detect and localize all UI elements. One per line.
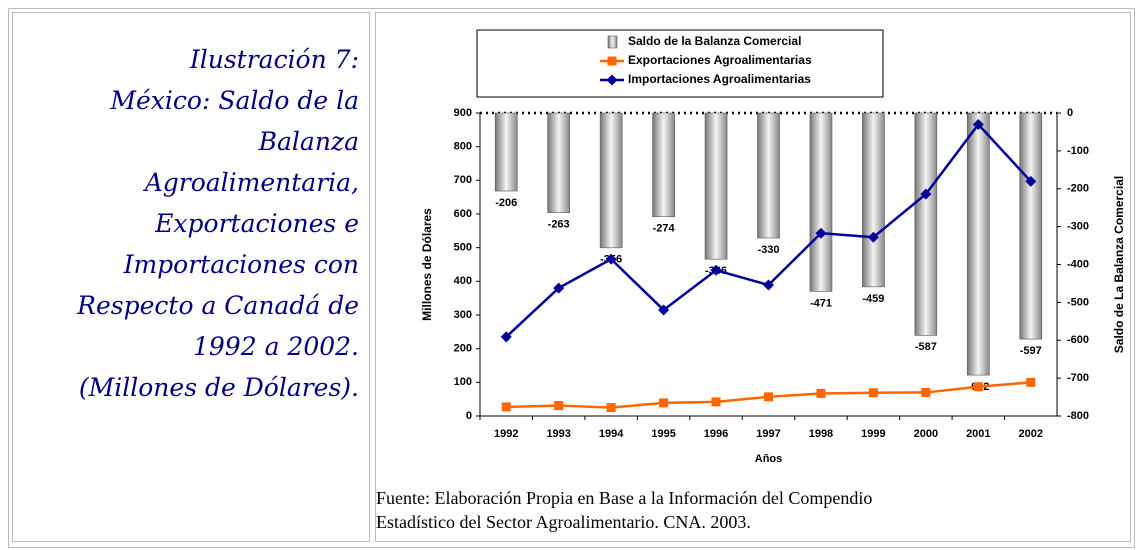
- x-axis-label: Años: [755, 453, 783, 465]
- bar: [547, 112, 570, 213]
- caption-line: 1992 a 2002.: [193, 332, 359, 361]
- bar: [809, 112, 833, 292]
- data-label: -597: [1020, 345, 1042, 357]
- chart-cell: [375, 12, 1131, 542]
- y2-tick-label: -400: [1067, 258, 1089, 270]
- legend-label: Exportaciones Agroalimentarias: [628, 53, 812, 67]
- bar: [494, 112, 518, 192]
- y-tick-label: 300: [454, 309, 472, 321]
- bar: [914, 112, 938, 336]
- data-label: -330: [757, 244, 779, 256]
- y-tick-label: 700: [454, 174, 472, 186]
- y2-tick-label: 0: [1067, 107, 1073, 119]
- data-label: -274: [653, 223, 676, 235]
- caption-line: Importaciones con: [123, 250, 359, 279]
- legend-label: Saldo de la Balanza Comercial: [628, 34, 801, 48]
- x-tick-label: 1998: [809, 428, 833, 440]
- y-axis-label: Millones de Dólares: [420, 208, 434, 321]
- bar: [1019, 112, 1043, 340]
- source: Fuente: Elaboración Propia en Base a la …: [376, 486, 872, 534]
- source-line: Estadístico del Sector Agroalimentario. …: [376, 512, 751, 532]
- marker: [659, 398, 669, 408]
- y2-tick-label: -600: [1067, 334, 1089, 346]
- x-tick-label: 1992: [494, 428, 518, 440]
- x-tick-label: 2000: [914, 428, 938, 440]
- marker: [921, 387, 931, 397]
- caption-line: Agroalimentaria,: [144, 168, 359, 197]
- marker: [1026, 377, 1036, 387]
- y2-tick-label: -700: [1067, 372, 1089, 384]
- table: Ilustración 7: México: Saldo de la Balanza…: [8, 8, 1135, 548]
- bar: [599, 112, 623, 249]
- marker: [554, 401, 564, 411]
- caption-line: Respecto a Canadá de: [77, 291, 359, 320]
- marker: [1025, 175, 1037, 187]
- chart: 0 100 200 300 400 500 600 700 800 900 0 -100 -200 -30…: [420, 29, 1126, 465]
- marker: [501, 402, 511, 412]
- caption-line: Ilustración 7:: [189, 45, 359, 74]
- marker: [710, 264, 722, 276]
- caption-line: (Millones de Dólares).: [78, 373, 359, 402]
- marker: [605, 253, 617, 265]
- y-tick-label: 400: [454, 275, 472, 287]
- y2-tick-label: -200: [1067, 183, 1089, 195]
- x-tick-label: 1999: [861, 428, 885, 440]
- marker: [815, 227, 827, 239]
- y2-tick-label: -500: [1067, 296, 1089, 308]
- caption-line: México: Saldo de la: [110, 86, 359, 115]
- marker: [606, 403, 616, 413]
- marker: [867, 231, 879, 243]
- y2-tick-label: -100: [1067, 145, 1089, 157]
- y-tick-label: 900: [454, 107, 472, 119]
- x-tick-label: 1995: [651, 428, 675, 440]
- bar: [862, 112, 885, 288]
- y-tick-label: 500: [454, 242, 472, 254]
- marker: [500, 331, 512, 343]
- x-tick-label: 2002: [1019, 428, 1043, 440]
- y-tick-label: 200: [454, 343, 472, 355]
- bar: [704, 112, 728, 260]
- data-label: -206: [495, 197, 517, 209]
- caption-line: Balanza: [258, 127, 359, 156]
- y2-tick-label: -800: [1067, 410, 1089, 422]
- x-tick-label: 1997: [756, 428, 780, 440]
- bar: [652, 112, 675, 218]
- bar: [757, 112, 780, 239]
- data-label: -587: [915, 341, 937, 353]
- legend-box: [476, 29, 884, 98]
- caption: Ilustración 7: México: Saldo de la Balanza…: [12, 12, 370, 542]
- x-tick-label: 1996: [704, 428, 728, 440]
- marker: [763, 279, 774, 291]
- marker: [972, 118, 984, 130]
- x-tick-label: 2001: [966, 428, 990, 440]
- legend-label: Importaciones Agroalimentarias: [628, 72, 811, 86]
- data-label: -459: [862, 293, 884, 305]
- marker: [868, 388, 878, 398]
- y2-tick-label: -300: [1067, 221, 1089, 233]
- data-label: -471: [810, 297, 832, 309]
- y-tick-label: 0: [466, 410, 472, 422]
- x-tick-label: 1993: [546, 428, 570, 440]
- y-tick-label: 600: [454, 208, 472, 220]
- marker: [920, 188, 932, 200]
- marker: [606, 74, 618, 86]
- y-tick-label: 800: [454, 141, 472, 153]
- source-line: Fuente: Elaboración Propia en Base a la …: [376, 488, 873, 508]
- bar: [967, 112, 990, 376]
- marker: [607, 56, 617, 66]
- caption-line: Exportaciones e: [155, 209, 359, 238]
- y-tick-label: 100: [454, 376, 472, 388]
- data-label: -263: [548, 219, 570, 231]
- marker: [711, 397, 721, 407]
- marker: [816, 388, 826, 398]
- x-tick-label: 1994: [599, 428, 624, 440]
- marker: [764, 392, 773, 402]
- legend-swatch: [607, 35, 618, 49]
- marker: [658, 304, 670, 316]
- marker: [553, 282, 565, 294]
- y2-axis-label: Saldo de La Balanza Comercial: [1112, 176, 1126, 353]
- marker: [973, 382, 983, 392]
